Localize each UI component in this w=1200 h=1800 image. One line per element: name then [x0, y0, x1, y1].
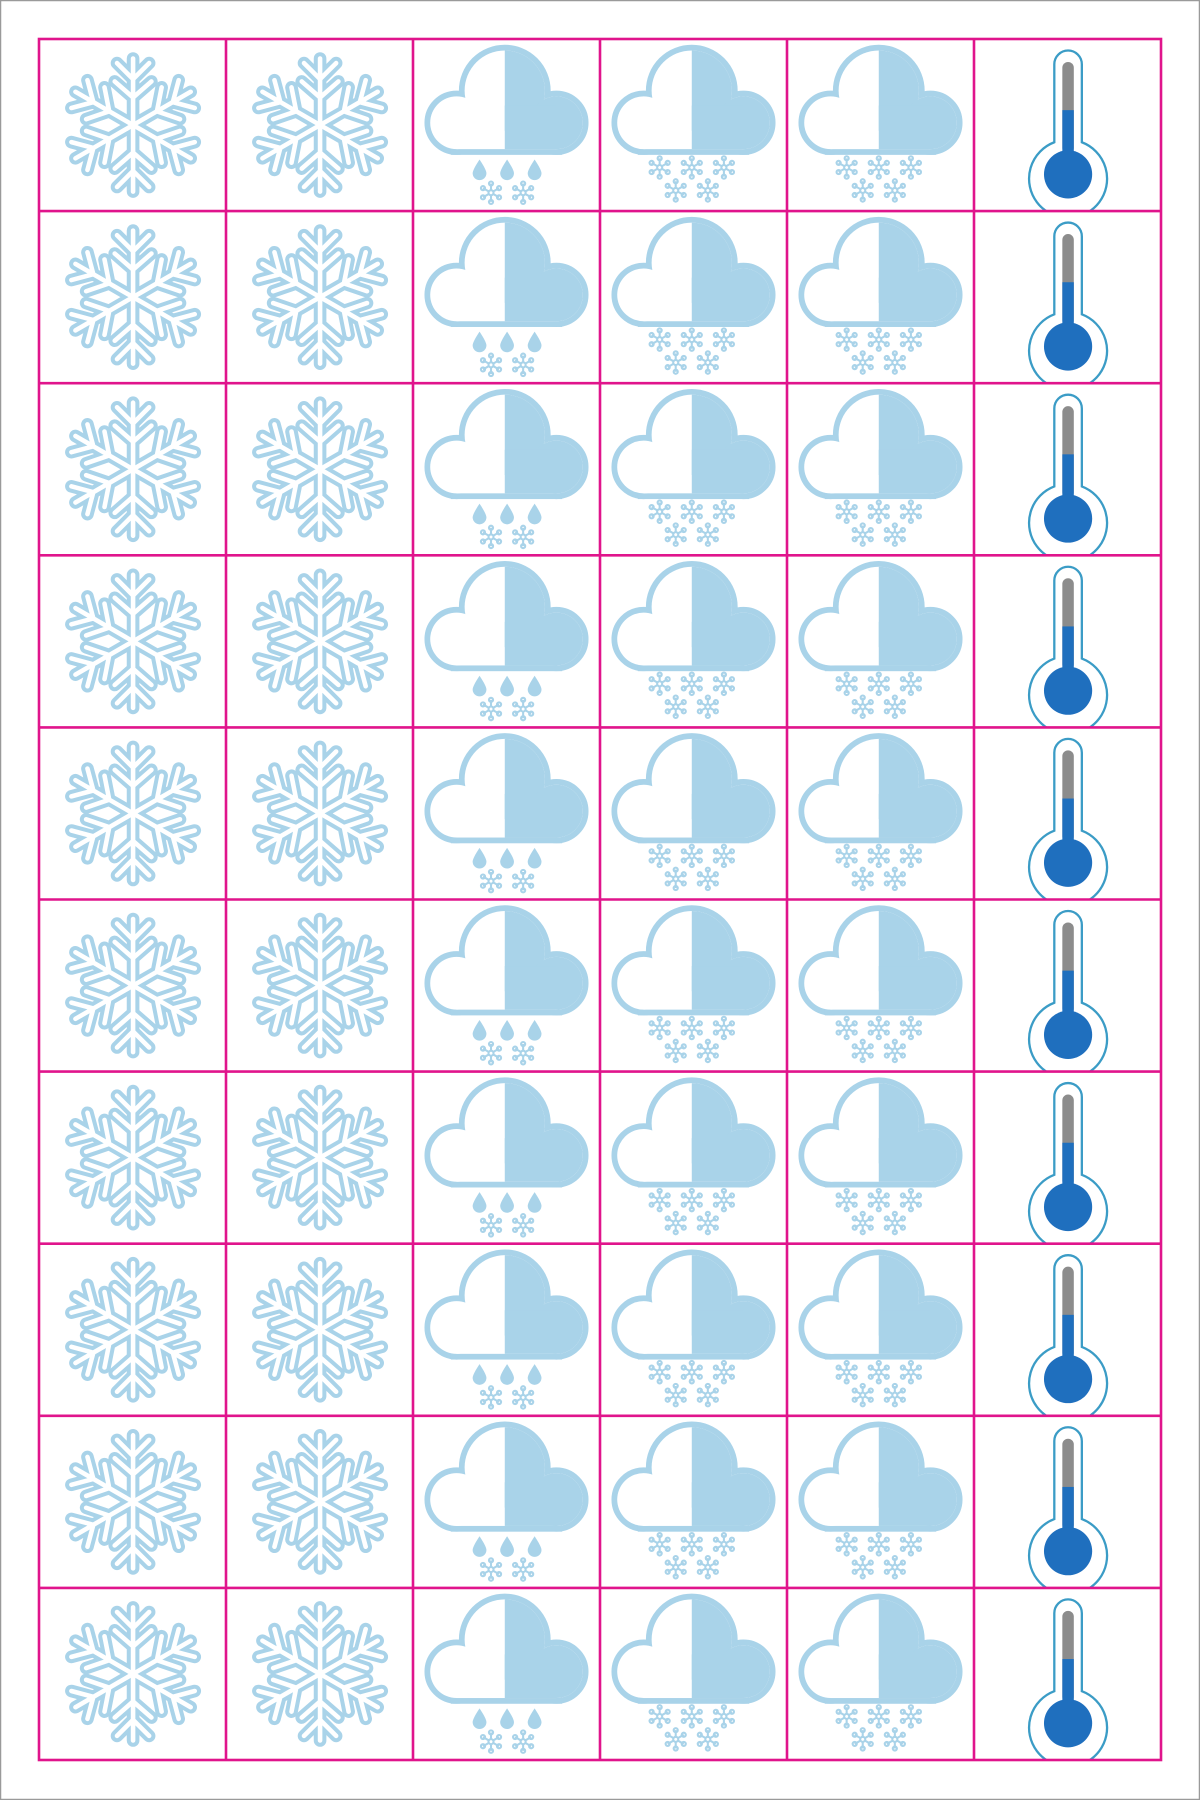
snowflake-icon: [62, 742, 204, 884]
snowflake-icon: [62, 398, 204, 540]
snowflake-icon: [249, 742, 391, 884]
snowflake-icon: [62, 1431, 204, 1573]
snowflake-icon: [62, 1087, 204, 1229]
snowflake-icon: [62, 54, 204, 196]
snowflake-icon: [249, 1431, 391, 1573]
snowflake-icon: [249, 1259, 391, 1401]
snowflake-icon: [62, 1603, 204, 1745]
snowflake-icon: [249, 570, 391, 712]
snowflake-icon: [249, 914, 391, 1056]
snowflake-icon: [62, 226, 204, 368]
snowflake-icon: [62, 914, 204, 1056]
grid-lines: [37, 37, 1163, 1762]
snowflake-icon: [249, 54, 391, 196]
snowflake-icon: [249, 226, 391, 368]
snowflake-icon: [249, 398, 391, 540]
snowflake-icon: [62, 570, 204, 712]
snowflake-icon: [62, 1259, 204, 1401]
snowflake-icon: [249, 1087, 391, 1229]
snowflake-icon: [249, 1603, 391, 1745]
